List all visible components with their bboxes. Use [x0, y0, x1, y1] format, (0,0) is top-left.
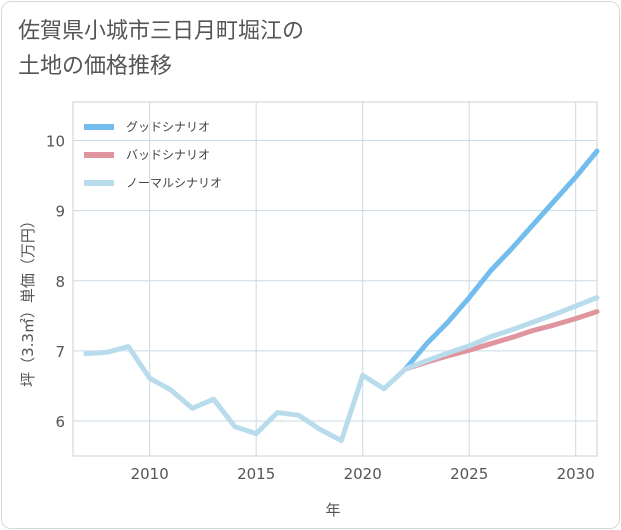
y-tick-labels: 6 7 8 9 10	[46, 133, 65, 431]
y-tick-6: 6	[55, 413, 65, 431]
x-tick-labels: 2010 2015 2020 2025 2030	[131, 465, 595, 483]
x-tick-2025: 2025	[450, 465, 488, 483]
x-tick-2030: 2030	[557, 465, 595, 483]
plot-area	[72, 101, 598, 457]
chart-title-line-2: 土地の価格推移	[18, 54, 173, 79]
legend-label-normal: ノーマルシナリオ	[126, 176, 222, 190]
series-line-good	[402, 148, 600, 372]
chart-title: 佐賀県小城市三日月町堀江の 土地の価格推移	[18, 14, 304, 84]
vertical-gridlines	[149, 102, 577, 456]
series-lines	[83, 148, 600, 444]
legend-label-bad: バッドシナリオ	[126, 148, 210, 162]
x-tick-2020: 2020	[344, 465, 382, 483]
series-line-normal	[83, 295, 600, 444]
horizontal-gridlines	[73, 140, 597, 422]
y-axis-label: 坪（3.3㎡）単価（万円）	[19, 213, 37, 387]
chart-title-line-1: 佐賀県小城市三日月町堀江の	[18, 19, 305, 44]
y-tick-8: 8	[55, 273, 65, 291]
y-tick-7: 7	[55, 343, 65, 361]
x-tick-2015: 2015	[237, 465, 275, 483]
x-axis-label: 年	[325, 501, 340, 519]
legend-label-good: グッドシナリオ	[126, 120, 210, 134]
y-tick-10: 10	[46, 133, 65, 151]
y-tick-9: 9	[55, 203, 65, 221]
legend: グッドシナリオ バッドシナリオ ノーマルシナリオ	[84, 120, 222, 190]
x-tick-2010: 2010	[131, 465, 169, 483]
